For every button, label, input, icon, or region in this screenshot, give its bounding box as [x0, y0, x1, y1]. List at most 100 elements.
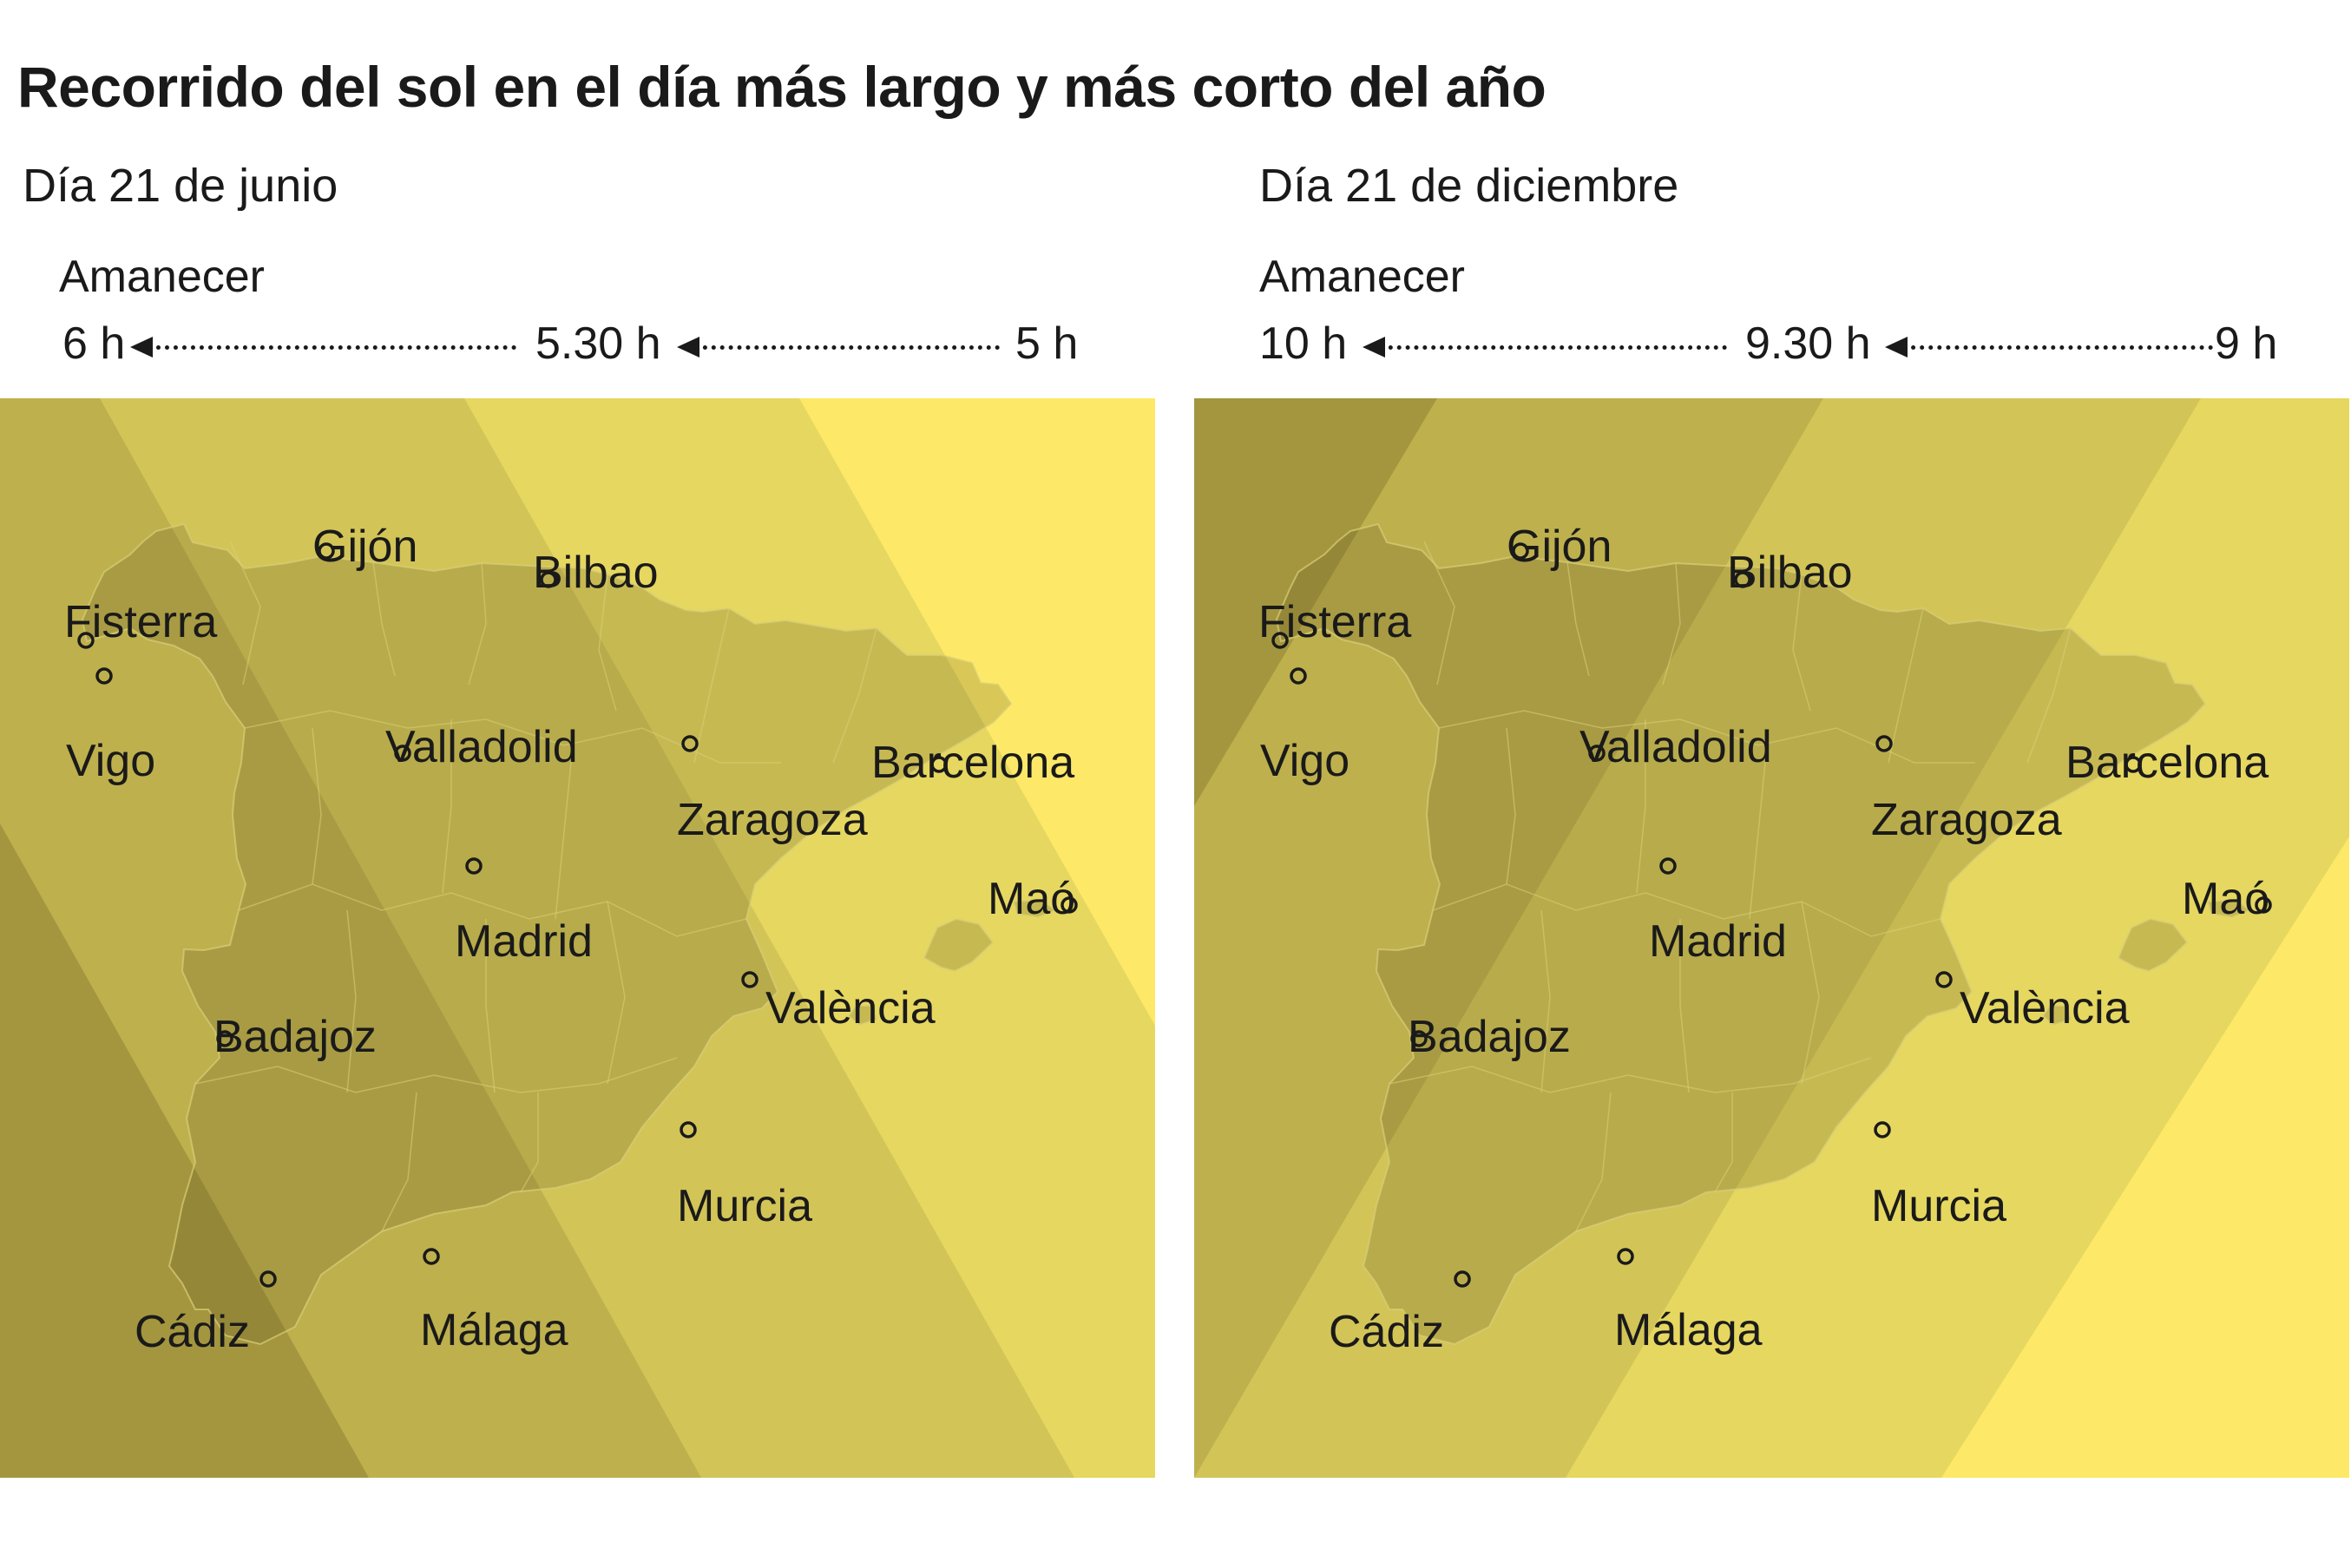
city-marker	[1290, 667, 1307, 685]
time-scale: 10 h 9.30 h 9 h	[1194, 318, 2351, 378]
city-markers: Gijón Bilbao Fisterra Vigo Valladolid Zaragoz…	[64, 522, 1078, 1357]
city-marker	[1454, 1270, 1471, 1288]
city-marker	[77, 632, 95, 649]
city-marker	[540, 571, 557, 588]
sunrise-label: Amanecer	[59, 252, 265, 302]
city-label: Gijón	[1507, 522, 1612, 572]
map-december: Gijón Bilbao Fisterra Vigo Valladolid Zaragoz…	[1194, 398, 2349, 1478]
city-marker	[2124, 756, 2142, 773]
city-label: Cádiz	[1329, 1307, 1444, 1357]
city-marker	[681, 735, 699, 752]
city-label: Valladolid	[385, 722, 578, 772]
map-svg: Gijón Bilbao Fisterra Vigo Valladolid Zaragoz…	[1194, 398, 2349, 1478]
city-marker	[259, 1270, 277, 1288]
province-border	[1389, 1057, 1872, 1093]
province-border	[1575, 1092, 1612, 1232]
spain-land	[81, 522, 1058, 1346]
city-label: Zaragoza	[1871, 795, 2062, 845]
city-label: Madrid	[1649, 916, 1787, 967]
panel-subtitle: Día 21 de junio	[23, 160, 338, 212]
province-border	[372, 561, 396, 677]
city-label: Bilbao	[1727, 548, 1853, 598]
city-label: Fisterra	[1258, 597, 1411, 647]
arrow-line	[694, 345, 1000, 350]
city-label: Badajoz	[1408, 1012, 1571, 1062]
province-border	[1432, 883, 1941, 937]
city-marker	[1061, 896, 1078, 914]
city-markers: Gijón Bilbao Fisterra Vigo Valladolid Zaragoz…	[1258, 522, 2272, 1357]
province-border	[346, 909, 357, 1093]
city-label: Murcia	[677, 1181, 812, 1231]
province-border	[1540, 909, 1551, 1093]
province-border	[1423, 541, 1455, 686]
province-border	[832, 627, 877, 764]
balearic-island	[923, 917, 995, 973]
city-marker	[1874, 1121, 1891, 1138]
time-label-mid: 5.30 h	[535, 318, 661, 369]
time-label-late: 6 h	[62, 318, 126, 369]
city-label: Valladolid	[1579, 722, 1772, 772]
province-border	[555, 745, 574, 920]
map-svg: Gijón Bilbao Fisterra Vigo Valladolid Zaragoz…	[0, 398, 1155, 1478]
city-marker	[216, 1030, 233, 1047]
province-border	[229, 541, 261, 686]
province-border	[238, 883, 747, 937]
city-label: Madrid	[455, 916, 593, 967]
map-june: Gijón Bilbao Fisterra Vigo Valladolid Zaragoz…	[0, 398, 1155, 1478]
city-label: València	[1960, 983, 2130, 1033]
time-label-mid: 9.30 h	[1745, 318, 1871, 369]
city-label: Bilbao	[533, 548, 659, 598]
sunrise-label: Amanecer	[1259, 252, 1465, 302]
province-border	[1792, 574, 1811, 712]
city-label: Barcelona	[871, 738, 1074, 788]
city-marker	[1734, 571, 1751, 588]
province-border	[1749, 745, 1768, 920]
city-marker	[1617, 1248, 1634, 1265]
city-label: Vigo	[66, 736, 155, 786]
city-label: Málaga	[420, 1305, 568, 1355]
balearic-island	[847, 1005, 878, 1027]
balearic-island	[1012, 898, 1058, 919]
province-border	[1636, 719, 1646, 894]
arrow-line	[1380, 345, 1727, 350]
panel-june: Día 21 de junio Amanecer 6 h 5.30 h 5 h …	[0, 0, 1159, 1568]
city-label: Murcia	[1871, 1181, 2006, 1231]
time-label-late: 10 h	[1259, 318, 1348, 369]
province-border	[1801, 901, 1820, 1085]
city-marker	[680, 1121, 697, 1138]
province-border	[598, 574, 617, 712]
city-marker	[1588, 745, 1606, 762]
city-marker	[1875, 735, 1893, 752]
province-border	[693, 607, 730, 764]
city-label: València	[765, 983, 936, 1033]
city-label: Málaga	[1614, 1305, 1763, 1355]
time-label-early: 9 h	[2215, 318, 2278, 369]
province-border	[1888, 607, 1924, 764]
chart-title: Recorrido del sol en el día más largo y …	[17, 55, 1547, 119]
city-label: Barcelona	[2065, 738, 2269, 788]
city-marker	[2255, 896, 2272, 914]
city-marker	[394, 745, 411, 762]
spain-land	[1275, 522, 2252, 1346]
province-border	[1714, 1092, 1733, 1193]
province-border	[607, 901, 626, 1085]
province-border	[312, 727, 322, 885]
province-border	[468, 562, 487, 686]
province-border	[381, 1092, 417, 1232]
city-label: Gijón	[312, 522, 417, 572]
city-marker	[1512, 542, 1529, 560]
time-scale: 6 h 5.30 h 5 h	[0, 318, 1159, 378]
balearic-island	[2206, 898, 2252, 919]
city-label: Maó	[988, 874, 1075, 924]
province-border	[442, 719, 452, 894]
panel-december: Día 21 de diciembre Amanecer 10 h 9.30 h…	[1194, 0, 2351, 1568]
province-border	[1438, 710, 1975, 764]
balearic-island	[2041, 1005, 2072, 1027]
sun-band-4	[1941, 836, 2349, 1478]
province-border	[244, 710, 781, 764]
city-marker	[741, 971, 758, 988]
spain-mainland	[81, 522, 1013, 1346]
city-label: Fisterra	[64, 597, 217, 647]
city-marker	[1935, 971, 1953, 988]
province-border	[194, 1057, 678, 1093]
